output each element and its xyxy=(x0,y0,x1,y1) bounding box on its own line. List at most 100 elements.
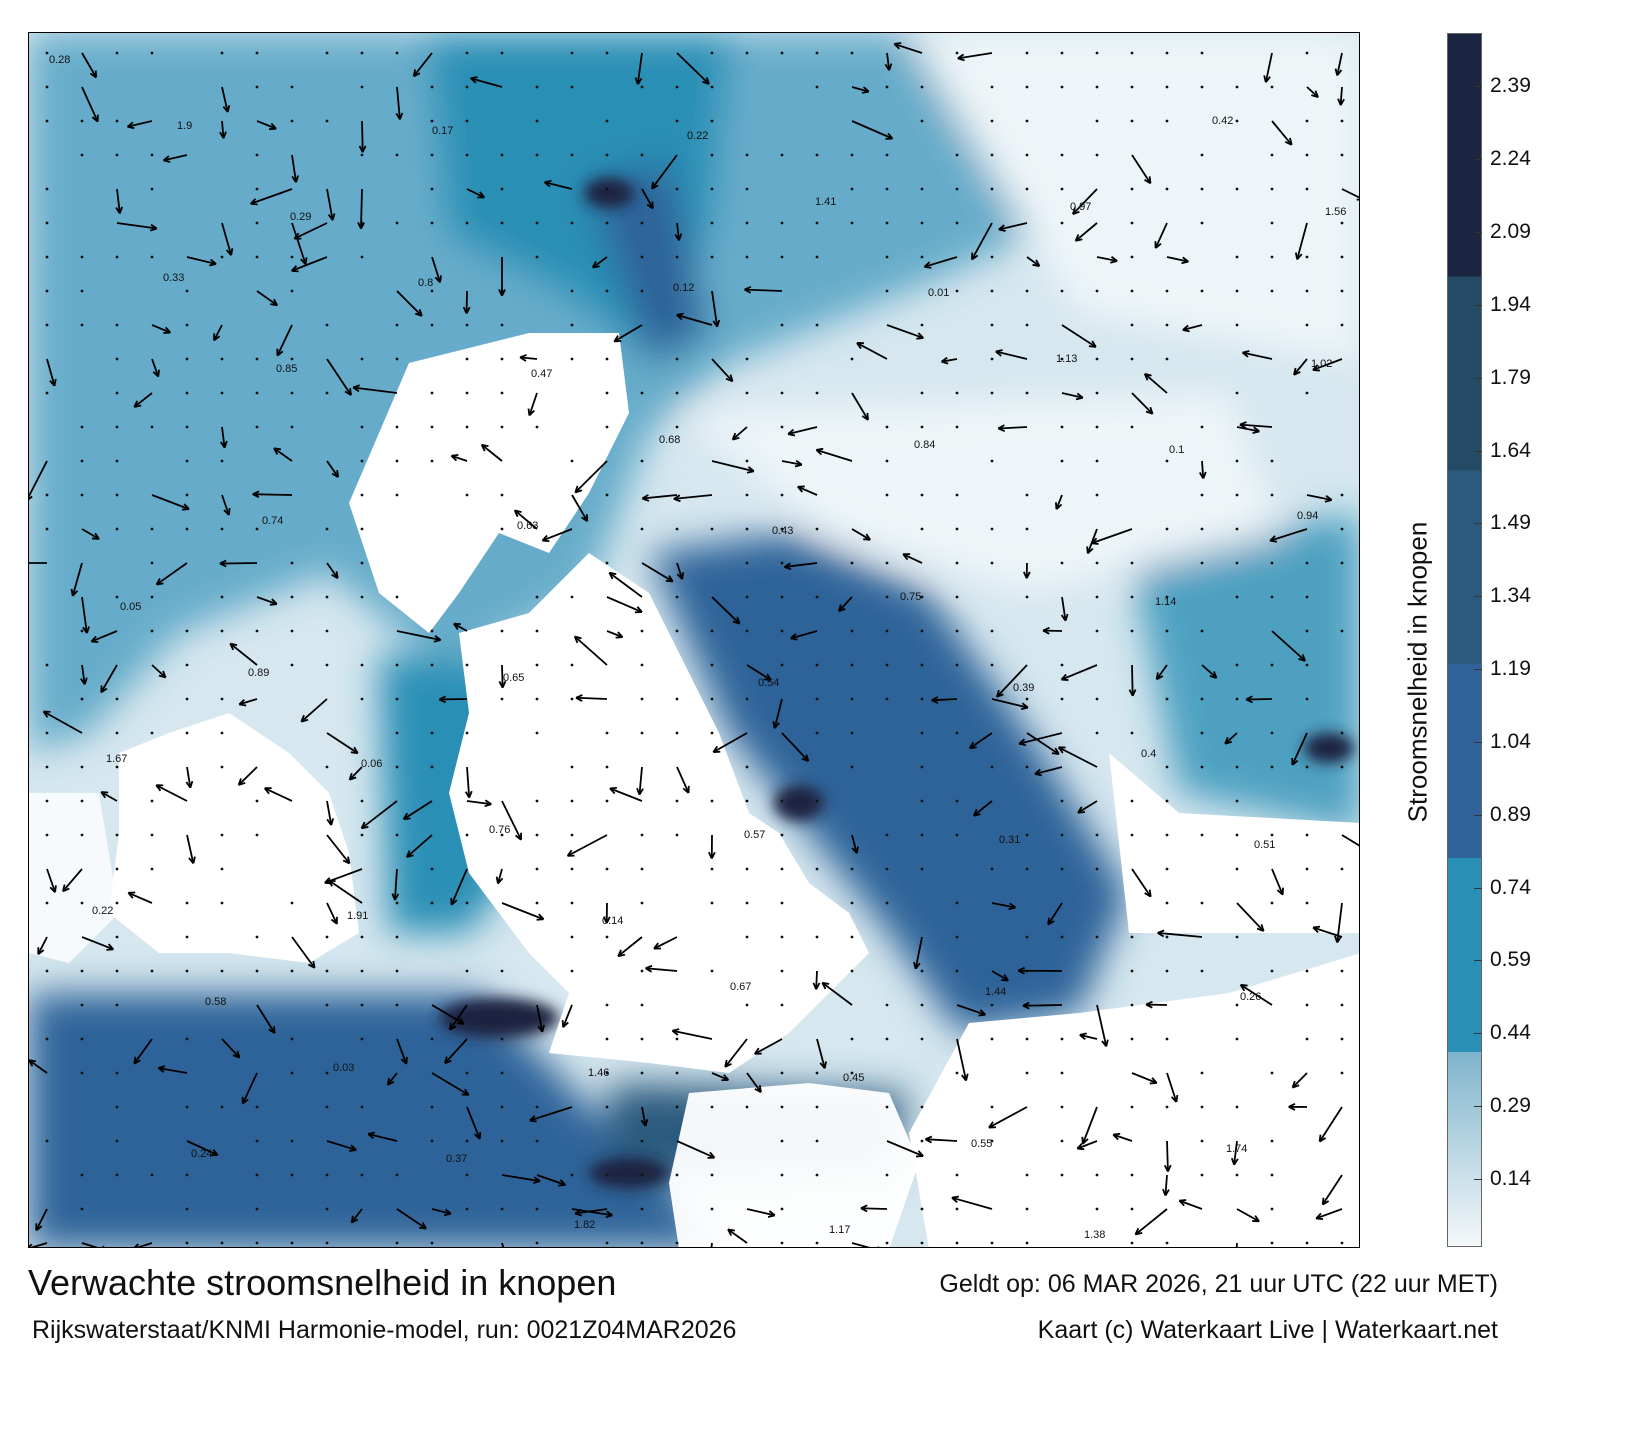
current-arrow xyxy=(1341,188,1359,201)
current-value-label: 0.63 xyxy=(517,520,538,532)
grid-dot xyxy=(675,833,679,837)
grid-dot xyxy=(1130,119,1134,123)
current-arrow xyxy=(238,698,258,707)
grid-dot xyxy=(430,391,434,395)
grid-dot xyxy=(115,153,119,157)
grid-dot xyxy=(920,187,924,191)
grid-dot xyxy=(1130,221,1134,225)
grid-dot xyxy=(1060,425,1064,429)
grid-dot xyxy=(710,867,714,871)
current-arrow xyxy=(1072,188,1098,215)
grid-dot xyxy=(990,323,994,327)
grid-dot xyxy=(255,425,259,429)
current-arrow xyxy=(1162,1174,1170,1197)
current-arrow xyxy=(602,902,611,924)
grid-dot xyxy=(45,323,49,327)
grid-dot xyxy=(780,595,784,599)
grid-dot xyxy=(605,357,609,361)
current-arrow xyxy=(1134,1208,1168,1236)
current-value-label: 0.31 xyxy=(999,834,1020,846)
current-arrow xyxy=(924,1135,958,1144)
grid-dot xyxy=(885,1037,889,1041)
grid-dot xyxy=(535,119,539,123)
grid-dot xyxy=(1165,85,1169,89)
current-arrow xyxy=(527,392,538,417)
grid-dot xyxy=(920,1241,924,1245)
grid-dot xyxy=(850,663,854,667)
grid-dot xyxy=(815,527,819,531)
grid-dot xyxy=(535,425,539,429)
current-arrow xyxy=(80,664,88,685)
grid-dot xyxy=(710,153,714,157)
grid-dot xyxy=(640,1003,644,1007)
grid-dot xyxy=(605,561,609,565)
current-arrow xyxy=(997,424,1028,433)
grid-dot xyxy=(990,391,994,395)
current-arrow xyxy=(956,1038,969,1082)
grid-dot xyxy=(465,731,469,735)
grid-dot xyxy=(220,459,224,463)
grid-dot xyxy=(815,1139,819,1143)
grid-dot xyxy=(640,1037,644,1041)
grid-dot xyxy=(920,323,924,327)
grid-dot xyxy=(920,1105,924,1109)
grid-dot xyxy=(640,833,644,837)
grid-dot xyxy=(150,833,154,837)
current-arrow xyxy=(860,1204,888,1213)
grid-dot xyxy=(850,1071,854,1075)
grid-dot xyxy=(45,969,49,973)
grid-dot xyxy=(570,51,574,55)
grid-dot xyxy=(605,935,609,939)
grid-dot xyxy=(535,595,539,599)
grid-dot xyxy=(150,867,154,871)
grid-dot xyxy=(675,799,679,803)
current-value-label: 0.74 xyxy=(262,515,283,527)
grid-dot xyxy=(500,527,504,531)
grid-dot xyxy=(1025,595,1029,599)
grid-dot xyxy=(500,221,504,225)
current-arrows xyxy=(29,42,1359,1247)
grid-dot xyxy=(465,391,469,395)
current-value-label: 0.06 xyxy=(361,758,382,770)
grid-dot xyxy=(920,1037,924,1041)
grid-dot xyxy=(745,459,749,463)
current-speed-map[interactable]: 0.28 0.29 0.47 0.43 0.39 0.51 0.58 0.37 0.22 0.01… xyxy=(28,32,1360,1248)
current-arrow xyxy=(348,766,363,781)
grid-dot xyxy=(1095,119,1099,123)
grid-dot xyxy=(745,765,749,769)
grid-dot xyxy=(45,1139,49,1143)
current-arrow xyxy=(229,642,258,666)
grid-dot xyxy=(465,85,469,89)
grid-dot xyxy=(360,85,364,89)
grid-dot xyxy=(675,85,679,89)
grid-dot xyxy=(745,799,749,803)
grid-dot xyxy=(780,51,784,55)
current-arrow xyxy=(957,52,993,62)
grid-dot xyxy=(185,663,189,667)
grid-dot xyxy=(815,595,819,599)
grid-dot xyxy=(80,289,84,293)
grid-dot xyxy=(395,969,399,973)
colorbar-tick-label: 1.04 xyxy=(1490,729,1531,753)
grid-dot xyxy=(535,799,539,803)
grid-dot xyxy=(1235,935,1239,939)
grid-dot xyxy=(745,1003,749,1007)
current-arrow xyxy=(673,494,713,503)
colorbar-tick-label: 1.64 xyxy=(1490,438,1531,462)
current-arrow xyxy=(221,1038,241,1059)
colorbar-tick-mark xyxy=(1474,741,1482,743)
grid-dot xyxy=(780,799,784,803)
grid-dot xyxy=(1095,697,1099,701)
grid-dot xyxy=(150,1173,154,1177)
grid-dot xyxy=(640,1071,644,1075)
current-arrow xyxy=(439,695,468,704)
grid-dot xyxy=(290,1241,294,1245)
grid-dot xyxy=(325,119,329,123)
grid-dot xyxy=(570,935,574,939)
current-arrow xyxy=(81,52,98,79)
grid-dot xyxy=(955,153,959,157)
grid-dot xyxy=(255,391,259,395)
current-arrow xyxy=(1236,426,1260,435)
colorbar-tick-label: 0.44 xyxy=(1490,1021,1531,1045)
current-arrow xyxy=(1341,834,1359,847)
